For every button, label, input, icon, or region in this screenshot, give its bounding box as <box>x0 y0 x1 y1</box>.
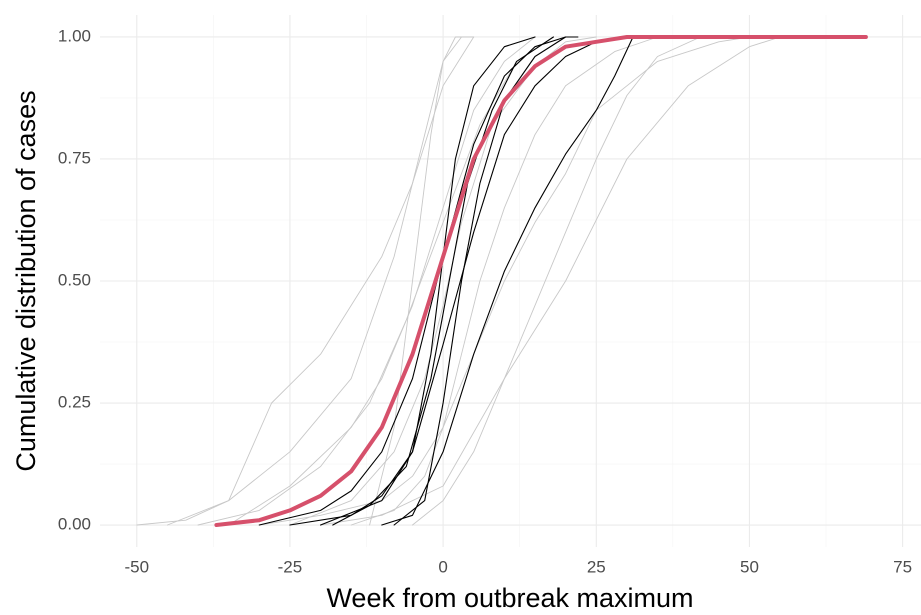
y-axis-title: Cumulative distribution of cases <box>11 90 41 471</box>
series-line <box>136 36 475 526</box>
series-line <box>197 36 554 526</box>
series-line <box>228 36 536 526</box>
x-tick-label: 50 <box>740 557 759 576</box>
series-line <box>412 36 701 526</box>
x-tick-label: 0 <box>438 557 447 576</box>
series-line <box>369 36 475 526</box>
y-tick-label: 1.00 <box>58 26 91 45</box>
x-tick-label: -50 <box>124 557 149 576</box>
x-tick-label: 75 <box>893 557 912 576</box>
y-tick-label: 0.25 <box>58 393 91 412</box>
series-line <box>289 36 628 526</box>
x-tick-label: -25 <box>278 557 303 576</box>
y-tick-label: 0.75 <box>58 148 91 167</box>
series-line <box>166 36 462 526</box>
series-line <box>332 36 554 526</box>
y-tick-label: 0.00 <box>58 515 91 534</box>
y-tick-label: 0.50 <box>58 270 91 289</box>
series-line <box>350 36 658 526</box>
series-line <box>320 36 781 526</box>
series-line <box>214 35 868 527</box>
x-tick-label: 25 <box>587 557 606 576</box>
x-axis-title: Week from outbreak maximum <box>326 583 693 613</box>
series-line <box>393 36 567 526</box>
